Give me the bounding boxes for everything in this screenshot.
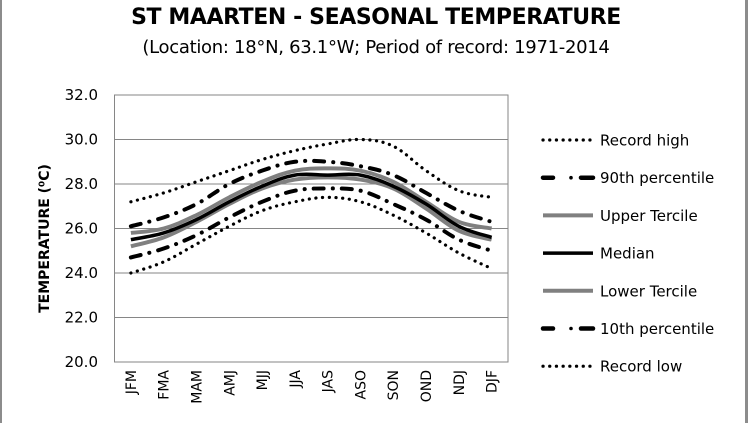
x-tick-label: NDJ	[452, 370, 468, 395]
x-tick-label: DJF	[485, 370, 501, 393]
series-line-upper-tercile	[130, 166, 493, 235]
x-tick-label: JAS	[321, 370, 337, 393]
series-line-median	[130, 172, 493, 242]
x-tick-label: MAM	[189, 370, 205, 404]
series-line-record-low	[129, 195, 494, 275]
chart-title: ST MAARTEN - SEASONAL TEMPERATURE	[131, 5, 621, 30]
series-line-10th-percentile	[128, 186, 494, 260]
series-line-90th-percentile	[128, 158, 494, 229]
y-tick-label: 32.0	[65, 86, 98, 104]
x-tick-label: AMJ	[222, 370, 238, 396]
legend-label-record-low: Record low	[600, 358, 682, 376]
legend-label-lower-tercile: Lower Tercile	[600, 282, 697, 300]
legend-swatch-dot-10th-percentile	[569, 326, 573, 331]
x-tick-label: OND	[419, 370, 435, 402]
x-axis-ticks: JFM FMA MAM AMJ MJJ JJA JAS ASO SON OND NDJ DJF	[124, 370, 501, 404]
legend-label-90th-percentile: 90th percentile	[600, 169, 714, 187]
x-tick-label: FMA	[157, 370, 173, 400]
series-lines	[128, 137, 494, 275]
y-axis-ticks: 20.0 22.0 24.0 26.0 28.0 30.0 32.0	[65, 86, 98, 371]
legend-swatch-dot-90th-percentile	[569, 175, 573, 180]
x-tick-label: JFM	[124, 370, 140, 395]
chart-subtitle: (Location: 18°N, 63.1°W; Period of recor…	[142, 37, 610, 58]
y-tick-label: 24.0	[65, 264, 98, 282]
y-tick-label: 30.0	[65, 131, 98, 149]
legend-label-10th-percentile: 10th percentile	[600, 320, 714, 338]
x-tick-label: JJA	[288, 370, 304, 389]
legend-label-record-high: Record high	[600, 132, 689, 150]
series-line-record-high	[129, 137, 494, 204]
plot-area	[114, 94, 509, 363]
legend: Record high 90th percentile Upper Tercile M…	[540, 132, 714, 376]
legend-label-median: Median	[600, 245, 655, 263]
y-tick-label: 22.0	[65, 309, 98, 327]
series-line-lower-tercile	[130, 175, 493, 249]
x-tick-label: MJJ	[255, 370, 271, 390]
y-tick-label: 26.0	[65, 220, 98, 238]
legend-label-upper-tercile: Upper Tercile	[600, 207, 698, 225]
y-axis-label: TEMPERATURE (⁰C)	[37, 164, 53, 313]
x-tick-label: SON	[386, 370, 402, 400]
x-tick-label: ASO	[353, 370, 369, 399]
y-tick-label: 28.0	[65, 175, 98, 193]
y-tick-label: 20.0	[65, 353, 98, 371]
